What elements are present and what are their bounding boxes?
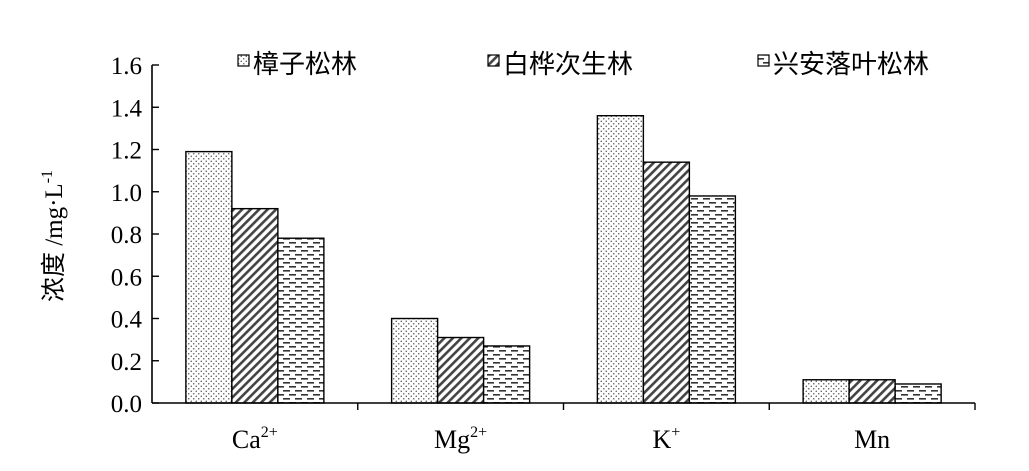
bar-3-2 xyxy=(482,345,531,404)
legend-swatch xyxy=(757,54,770,67)
x-category-label: Mg2+ xyxy=(434,424,487,454)
y-tick-label: 1.0 xyxy=(111,180,142,207)
y-tick-label: 1.6 xyxy=(111,53,142,80)
bar-2-1 xyxy=(231,207,279,404)
x-axis-labels: Ca2+ Mg2+ K+ Mn xyxy=(232,424,890,454)
legend-label: 白桦次生林 xyxy=(503,50,633,80)
bar-3-3 xyxy=(688,195,737,404)
legend-swatch xyxy=(237,54,250,67)
y-tick-label: 0.0 xyxy=(111,391,142,418)
legend-label: 樟子松林 xyxy=(253,50,357,80)
bar-1-4 xyxy=(802,379,850,404)
legend: 樟子松林 白桦次生林 兴安落叶松林 xyxy=(237,50,929,80)
bar-1-3 xyxy=(596,114,645,404)
y-tick-label: 0.2 xyxy=(111,349,142,376)
y-tick-label: 1.2 xyxy=(111,138,142,165)
bar-3-4 xyxy=(894,383,942,404)
y-tick-label: 0.6 xyxy=(111,264,142,291)
y-tick-label: 0.8 xyxy=(111,222,142,249)
bar-2-4 xyxy=(848,379,896,404)
legend-swatch xyxy=(487,54,500,67)
y-axis-ticks: 0.0 0.2 0.4 0.6 0.8 1.0 1.2 1.4 1.6 xyxy=(111,53,159,418)
y-axis-label: 浓度 /mg·L-1 xyxy=(39,170,68,302)
y-tick-label: 1.4 xyxy=(111,95,143,122)
legend-item-1: 樟子松林 xyxy=(237,50,357,80)
legend-item-3: 兴安落叶松林 xyxy=(757,50,929,80)
bar-3-1 xyxy=(277,237,325,404)
x-category-label: Ca2+ xyxy=(232,424,278,454)
legend-label: 兴安落叶松林 xyxy=(773,50,929,80)
bar-2-3 xyxy=(642,161,691,404)
legend-item-2: 白桦次生林 xyxy=(487,50,633,80)
bar-2-2 xyxy=(436,336,485,404)
bars xyxy=(185,114,942,404)
y-tick-label: 0.4 xyxy=(111,307,143,334)
x-category-label: Mn xyxy=(854,425,890,454)
x-category-label: K+ xyxy=(652,424,680,454)
bar-1-1 xyxy=(185,150,233,404)
bar-1-2 xyxy=(390,317,439,404)
